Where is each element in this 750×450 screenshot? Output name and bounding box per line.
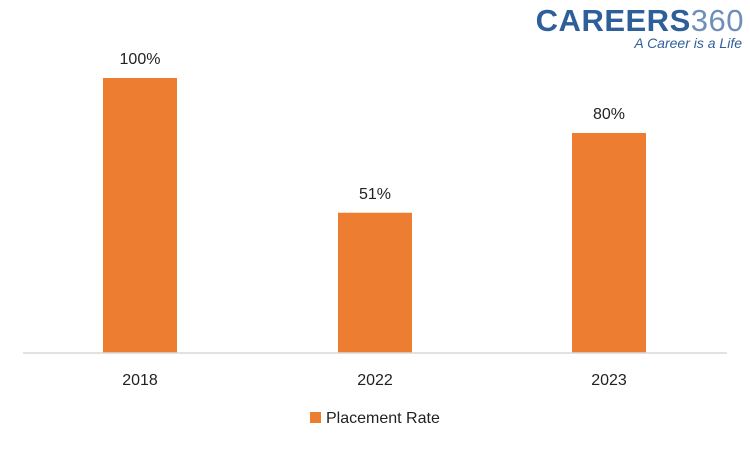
logo-tagline: A Career is a Life xyxy=(634,35,742,51)
logo-word: CAREERS xyxy=(535,3,691,38)
logo-number: 360 xyxy=(690,3,744,38)
legend-swatch xyxy=(310,412,321,423)
data-label-2022: 51% xyxy=(359,186,391,203)
data-labels-group: 100% 51% 80% xyxy=(120,51,625,203)
careers360-logo: CAREERS360 A Career is a Life xyxy=(534,4,744,54)
bars-group xyxy=(103,78,646,353)
legend: Placement Rate xyxy=(310,410,440,427)
bar-2018 xyxy=(103,78,177,353)
x-tick-label-2018: 2018 xyxy=(122,372,158,389)
x-tick-label-2022: 2022 xyxy=(357,372,393,389)
bar-2022 xyxy=(338,212,412,353)
legend-label-placement-rate: Placement Rate xyxy=(326,410,440,427)
x-tick-labels-group: 2018 2022 2023 xyxy=(122,372,627,389)
data-label-2018: 100% xyxy=(120,51,161,68)
bar-2023 xyxy=(572,133,646,353)
logo-wordmark: CAREERS360 xyxy=(536,4,744,38)
data-label-2023: 80% xyxy=(593,106,625,123)
x-tick-label-2023: 2023 xyxy=(591,372,627,389)
